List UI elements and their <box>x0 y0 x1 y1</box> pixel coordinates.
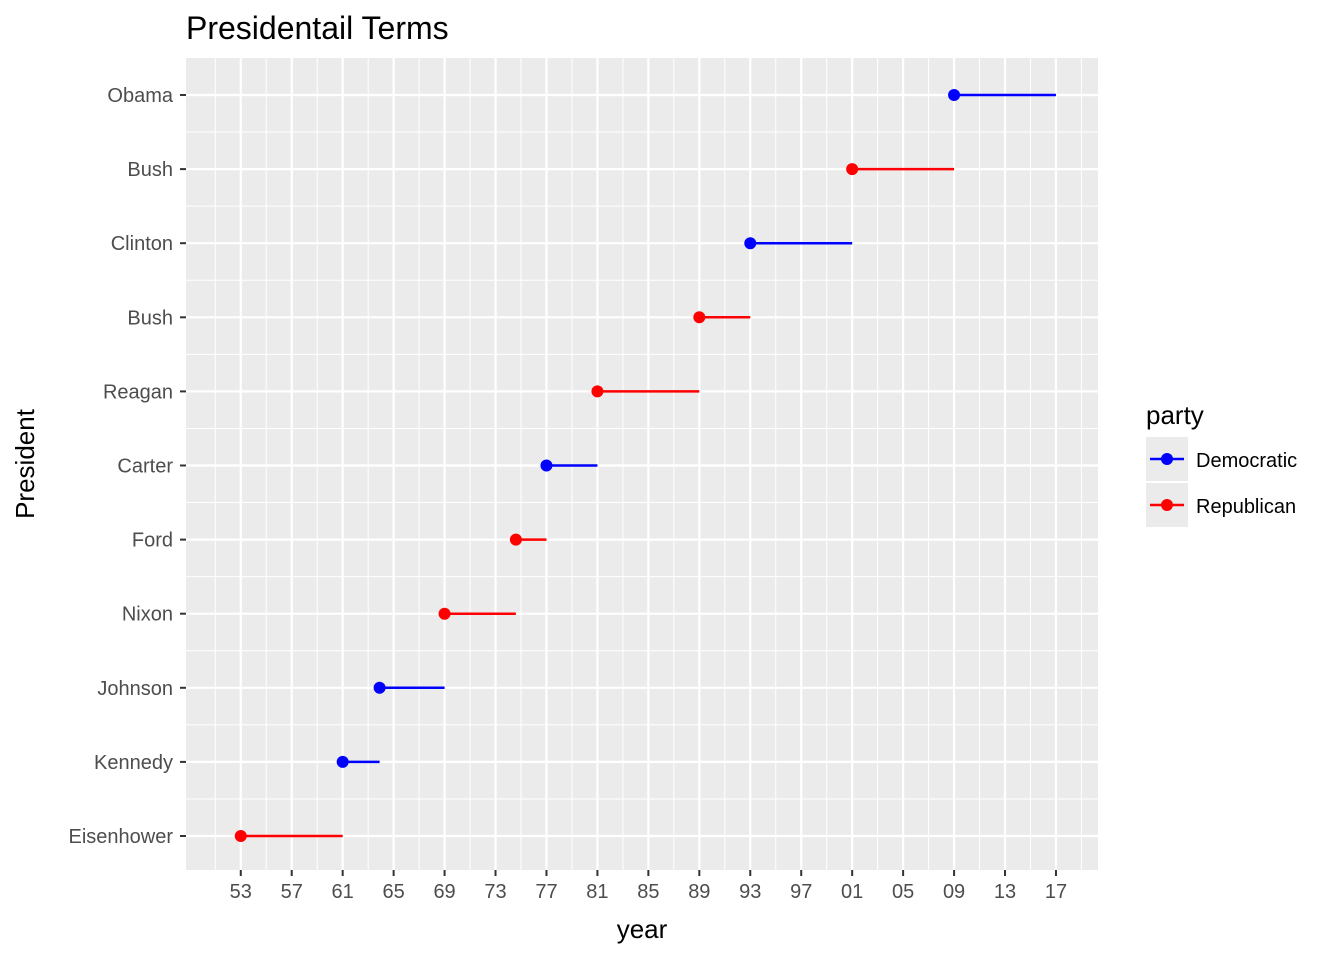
chart-title: Presidentail Terms <box>186 10 449 46</box>
x-tick-label: 05 <box>892 881 914 903</box>
y-tick-label: Johnson <box>97 678 173 700</box>
data-layer <box>234 89 1056 842</box>
legend-key-point <box>1161 499 1173 511</box>
y-tick-label: Nixon <box>122 604 173 626</box>
term-start-point <box>540 459 553 472</box>
term-start-point <box>438 607 451 620</box>
x-tick-label: 65 <box>382 881 404 903</box>
term-start-point <box>744 237 757 250</box>
x-tick-label: 53 <box>230 881 252 903</box>
x-tick-label: 89 <box>688 881 710 903</box>
y-tick-label: Eisenhower <box>68 826 173 848</box>
grid-lines <box>186 58 1098 870</box>
legend: party Democratic Republican <box>1146 400 1297 527</box>
term-start-point <box>948 89 961 101</box>
term-start-point <box>373 681 386 694</box>
x-tick-label: 61 <box>332 881 354 903</box>
x-tick-label: 93 <box>739 881 761 903</box>
y-tick-label: Kennedy <box>94 752 173 774</box>
y-tick-label: Carter <box>117 456 173 478</box>
x-tick-label: 69 <box>433 881 455 903</box>
term-start-point <box>693 311 706 324</box>
y-axis-title: President <box>10 408 40 519</box>
x-tick-label: 73 <box>484 881 506 903</box>
x-tick-label: 01 <box>841 881 863 903</box>
y-tick-label: Reagan <box>103 381 173 403</box>
x-tick-label: 77 <box>535 881 557 903</box>
legend-title: party <box>1146 400 1204 430</box>
x-tick-label: 81 <box>586 881 608 903</box>
x-tick-label: 13 <box>994 881 1016 903</box>
term-start-point <box>846 163 859 176</box>
y-tick-label: Clinton <box>111 233 173 255</box>
legend-label: Republican <box>1196 496 1296 518</box>
y-tick-label: Obama <box>107 85 173 107</box>
x-tick-label: 09 <box>943 881 965 903</box>
term-start-point <box>336 755 349 768</box>
axes: 53 57 61 65 69 73 77 81 85 89 93 97 01 05 09 13 17 Eisenh… <box>68 85 1067 903</box>
y-tick-label: Ford <box>132 530 173 552</box>
x-tick-label: 17 <box>1045 881 1067 903</box>
x-tick-label: 85 <box>637 881 659 903</box>
y-tick-label: Bush <box>127 159 173 181</box>
legend-key-point <box>1161 453 1173 465</box>
plot-panel <box>186 58 1098 870</box>
legend-label: Democratic <box>1196 450 1297 472</box>
term-start-point <box>591 385 604 398</box>
y-tick-label: Bush <box>127 307 173 329</box>
x-tick-label: 57 <box>281 881 303 903</box>
x-tick-label: 97 <box>790 881 812 903</box>
term-start-point <box>509 533 522 546</box>
x-axis-title: year <box>617 914 668 944</box>
term-start-point <box>234 830 247 842</box>
